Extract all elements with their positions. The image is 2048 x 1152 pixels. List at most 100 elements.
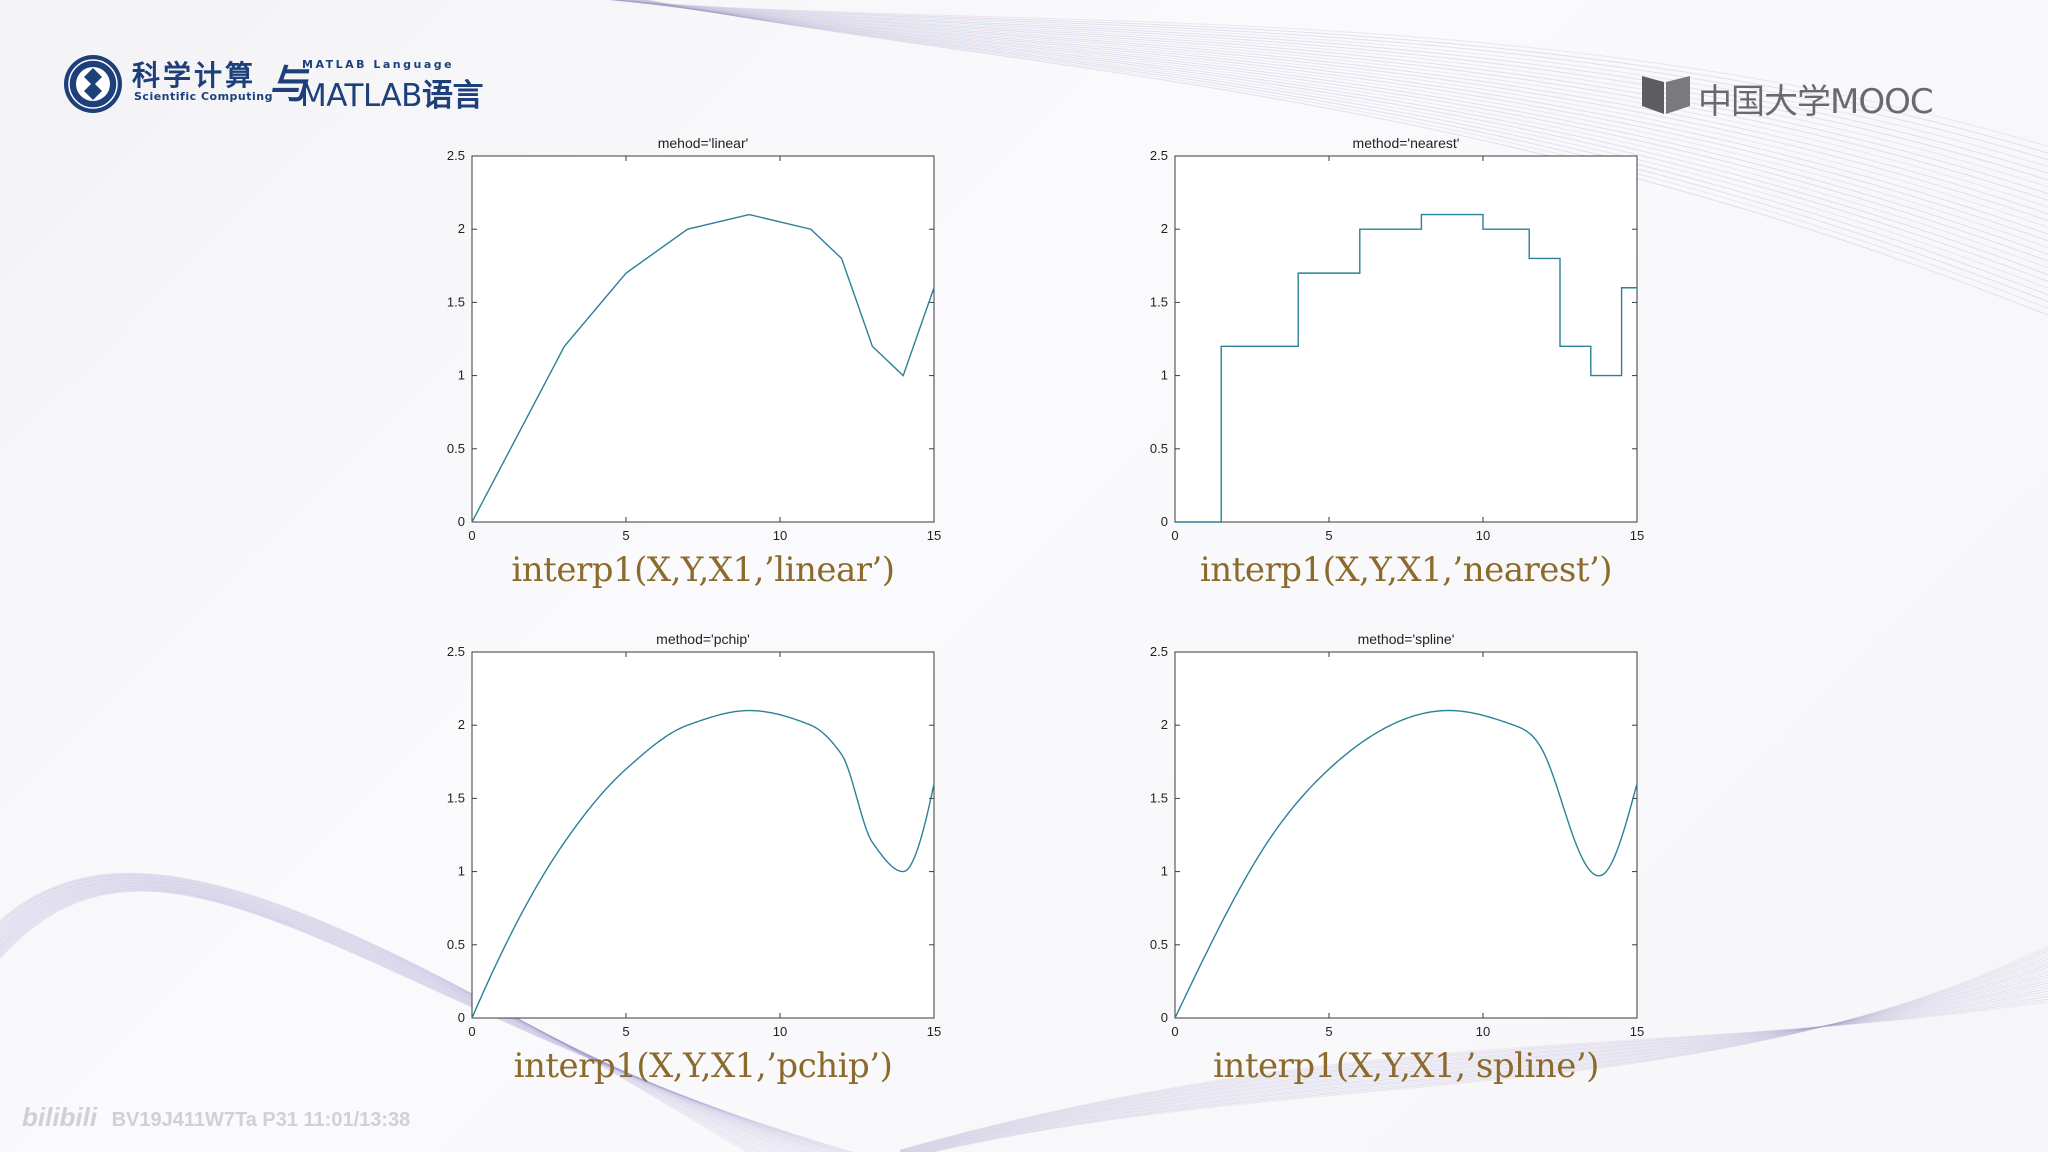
chart-linear: mehod='linear' 0 5 10 15 0 0.5 1 1.5 2 2.5 xyxy=(430,128,954,552)
wave-line xyxy=(625,0,2048,255)
plot-box xyxy=(471,651,935,1019)
x-tick-label: 0 xyxy=(468,528,475,543)
video-id-timestamp: BV19J411W7Ta P31 11:01/13:38 xyxy=(111,1109,411,1131)
wave-line xyxy=(912,969,2048,1152)
y-tick-label: 1.5 xyxy=(1150,790,1168,805)
wave-line xyxy=(612,0,2048,195)
wave-line xyxy=(918,961,2048,1152)
wave-line xyxy=(636,0,2048,289)
chart-title: mehod='linear' xyxy=(658,135,749,151)
x-tick-label: 0 xyxy=(1171,1024,1178,1039)
wave-line xyxy=(922,955,2048,1152)
y-tick-label: 2 xyxy=(1161,717,1168,732)
wave-line xyxy=(624,0,2048,249)
wave-line xyxy=(642,0,2048,310)
wave-line xyxy=(608,0,2048,147)
chart-svg: method='pchip' 0 5 10 15 0 0.5 1 1.5 2 2.5 xyxy=(447,631,941,1039)
y-tick-label: 1 xyxy=(1161,864,1168,879)
wave-line xyxy=(0,889,847,1152)
y-tick-label: 2 xyxy=(458,221,465,236)
chart-title: method='pchip' xyxy=(656,631,750,647)
y-tick-label: 1 xyxy=(458,368,465,383)
wave-line xyxy=(611,0,2048,188)
wave-line xyxy=(617,0,2048,222)
wave-line xyxy=(0,874,757,1152)
wave-line xyxy=(613,0,2048,201)
plot-box xyxy=(471,155,935,523)
wave-line xyxy=(608,0,2048,161)
wave-line xyxy=(916,963,2048,1152)
wave-line xyxy=(899,995,2048,1152)
logo-matlab-title: MATLAB语言 xyxy=(300,70,483,115)
course-logo: 科学计算 Scientific Computing 与 MATLAB Langu… xyxy=(62,50,502,116)
y-tick-label: 1 xyxy=(1161,368,1168,383)
logo-matlab-word: MATLAB xyxy=(300,78,422,114)
series-line-pchip xyxy=(471,709,935,1019)
wave-line xyxy=(0,885,826,1152)
wave-line xyxy=(645,0,2048,316)
y-tick-label: 2.5 xyxy=(447,644,465,659)
x-tick-label: 10 xyxy=(1476,528,1490,543)
y-tick-label: 2.5 xyxy=(447,148,465,163)
y-tick-label: 2.5 xyxy=(1150,148,1168,163)
wave-line xyxy=(618,0,2048,228)
wave-line xyxy=(914,966,2048,1152)
chart-svg: method='spline' 0 5 10 15 0 0.5 1 1.5 2 2.5 xyxy=(1150,631,1644,1039)
wave-line xyxy=(634,0,2048,283)
wave-line xyxy=(0,887,839,1152)
wave-line xyxy=(906,977,2048,1152)
wave-line xyxy=(614,0,2048,208)
x-tick-label: 10 xyxy=(773,1024,787,1039)
x-tick-label: 5 xyxy=(1325,528,1332,543)
wave-line xyxy=(638,0,2048,296)
wave-line xyxy=(924,953,2048,1152)
logo-chinese-language: 语言 xyxy=(421,78,484,114)
series-line-spline xyxy=(1174,709,1638,1019)
y-tick-label: 0 xyxy=(458,514,465,529)
wave-line xyxy=(0,884,818,1152)
x-tick-label: 10 xyxy=(1476,1024,1490,1039)
wave-line xyxy=(899,990,2048,1152)
plot-box xyxy=(1174,155,1638,523)
y-tick-label: 2 xyxy=(458,717,465,732)
wave-line xyxy=(622,0,2048,242)
wave-line xyxy=(899,987,2048,1152)
wave-line xyxy=(0,879,788,1152)
wave-line xyxy=(0,879,792,1152)
chart-title: method='nearest' xyxy=(1353,135,1460,151)
wave-line xyxy=(0,873,753,1152)
logo-matlab-language: MATLAB Language xyxy=(302,58,455,71)
x-tick-label: 5 xyxy=(1325,1024,1332,1039)
y-tick-label: 0.5 xyxy=(1150,937,1168,952)
y-tick-label: 1.5 xyxy=(1150,294,1168,309)
y-tick-label: 0.5 xyxy=(447,937,465,952)
chart-spline: method='spline' 0 5 10 15 0 0.5 1 1.5 2 2.5 xyxy=(1133,624,1657,1048)
wave-line xyxy=(0,878,784,1152)
wave-line xyxy=(0,882,810,1152)
logo-english-title: Scientific Computing xyxy=(134,90,273,103)
wave-line xyxy=(609,0,2048,174)
y-tick-label: 2.5 xyxy=(1150,644,1168,659)
chart-nearest: method='nearest' 0 5 10 15 0 0.5 1 1.5 2 2.5 xyxy=(1133,128,1657,552)
chart-svg: mehod='linear' 0 5 10 15 0 0.5 1 1.5 2 2.5 xyxy=(447,135,941,543)
y-tick-label: 1.5 xyxy=(447,790,465,805)
wave-line xyxy=(0,890,854,1152)
wave-line xyxy=(899,998,2048,1151)
y-tick-label: 0 xyxy=(1161,1010,1168,1025)
wave-line xyxy=(0,889,850,1152)
series-line-nearest xyxy=(1175,213,1637,523)
x-tick-label: 0 xyxy=(468,1024,475,1039)
wave-line xyxy=(609,0,2048,168)
wave-line xyxy=(632,0,2048,276)
x-tick-label: 15 xyxy=(1630,528,1644,543)
x-tick-label: 0 xyxy=(1171,528,1178,543)
wave-line xyxy=(0,881,801,1152)
wave-line xyxy=(920,958,2048,1152)
series-line-linear xyxy=(471,213,935,523)
y-tick-label: 0.5 xyxy=(447,441,465,456)
wave-line xyxy=(620,0,2048,235)
caption-linear: interp1(X,Y,X1,’linear’) xyxy=(511,550,895,590)
mooc-logo: 中国大学MOOC xyxy=(1640,70,1950,122)
y-tick-label: 2 xyxy=(1161,221,1168,236)
wave-top-right xyxy=(608,0,2048,316)
